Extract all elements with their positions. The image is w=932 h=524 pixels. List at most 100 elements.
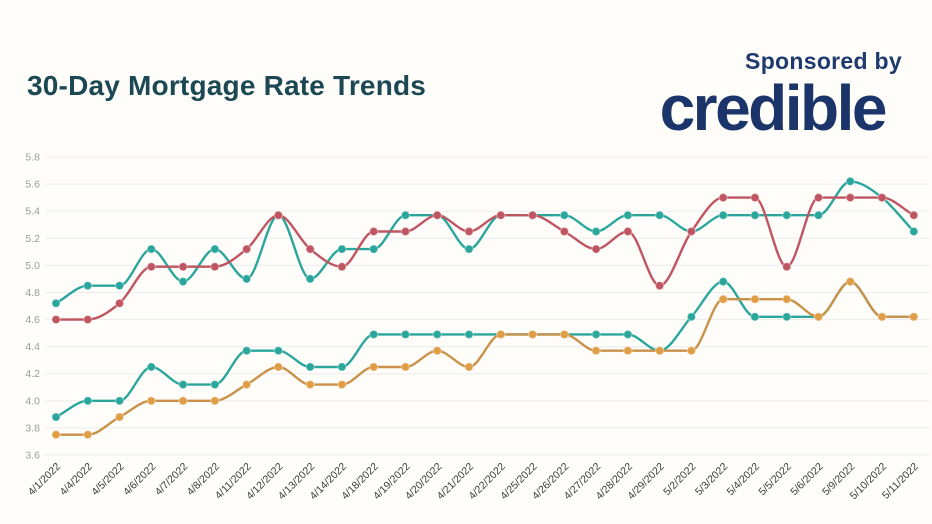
data-point-teal-upper: [750, 210, 760, 220]
y-axis-tick-label: 5.4: [25, 206, 40, 218]
x-axis-tick-label: 5/6/2022: [788, 461, 825, 498]
data-point-teal-upper: [591, 226, 601, 237]
data-point-teal-upper: [718, 210, 728, 220]
data-point-red: [654, 280, 665, 291]
data-point-teal-lower: [400, 329, 411, 340]
y-axis-tick-label: 3.6: [25, 450, 40, 462]
data-point-orange: [337, 379, 347, 390]
data-point-red: [273, 210, 284, 220]
data-point-red: [83, 314, 93, 325]
data-point-teal-upper: [400, 210, 411, 220]
data-point-red: [623, 226, 633, 237]
data-point-orange: [146, 396, 157, 406]
x-axis-tick-label: 4/7/2022: [153, 461, 190, 498]
data-point-teal-lower: [432, 329, 442, 340]
data-point-red: [877, 192, 887, 203]
data-point-red: [464, 226, 474, 237]
data-point-orange: [845, 276, 855, 287]
data-point-orange: [178, 396, 188, 406]
data-point-teal-upper: [782, 210, 792, 220]
data-point-teal-upper: [845, 176, 855, 187]
data-point-red: [241, 244, 252, 254]
data-point-red: [527, 210, 538, 220]
x-axis-tick-label: 4/6/2022: [121, 461, 158, 498]
page-title: 30-Day Mortgage Rate Trends: [27, 70, 427, 101]
data-point-red: [559, 226, 570, 237]
data-point-teal-upper: [83, 280, 93, 291]
data-point-orange: [51, 429, 61, 440]
sponsored-by-label: Sponsored by: [745, 48, 902, 74]
data-point-teal-lower: [369, 329, 379, 340]
data-point-orange: [591, 346, 601, 356]
data-point-red: [782, 262, 792, 272]
data-point-orange: [241, 379, 252, 390]
x-axis-tick-label: 4/5/2022: [89, 461, 126, 498]
series-line-teal-lower: [54, 280, 915, 419]
data-point-orange: [909, 312, 919, 322]
y-axis-tick-label: 4.6: [25, 314, 40, 326]
y-axis-tick-label: 4.4: [25, 341, 40, 353]
data-point-red: [305, 244, 315, 254]
data-point-teal-upper: [337, 244, 347, 254]
data-point-orange: [750, 294, 760, 304]
data-point-teal-lower: [241, 346, 252, 356]
data-point-orange: [559, 329, 570, 340]
data-point-orange: [273, 362, 284, 372]
data-point-teal-upper: [241, 274, 252, 284]
data-point-teal-lower: [750, 312, 760, 322]
data-point-red: [432, 210, 442, 220]
data-point-teal-upper: [305, 274, 315, 284]
data-point-teal-lower: [623, 329, 633, 340]
data-point-teal-upper: [51, 298, 61, 308]
data-point-red: [114, 298, 125, 308]
data-point-red: [845, 192, 855, 203]
data-point-orange: [496, 329, 506, 340]
data-point-red: [909, 210, 919, 220]
data-point-teal-upper: [559, 210, 570, 220]
data-point-teal-lower: [51, 412, 61, 422]
x-axis-tick-label: 4/1/2022: [26, 461, 63, 498]
x-axis-tick-label: 5/4/2022: [725, 461, 762, 498]
data-point-teal-upper: [210, 244, 220, 254]
data-point-teal-lower: [718, 276, 728, 287]
series-line-orange: [54, 280, 915, 436]
data-point-orange: [305, 379, 315, 390]
data-point-orange: [527, 329, 538, 340]
x-axis-tick-label: 5/3/2022: [693, 461, 730, 498]
data-point-orange: [210, 396, 220, 406]
data-point-red: [813, 192, 824, 203]
data-point-orange: [432, 346, 442, 356]
data-point-red: [718, 192, 728, 203]
data-point-teal-upper: [813, 210, 824, 220]
data-point-orange: [400, 362, 411, 372]
data-point-orange: [877, 312, 887, 322]
data-point-red: [337, 262, 347, 272]
data-point-red: [146, 262, 157, 272]
data-point-orange: [686, 346, 697, 356]
data-point-teal-lower: [337, 362, 347, 372]
data-point-red: [400, 226, 411, 237]
data-point-teal-lower: [273, 346, 284, 356]
y-axis-tick-label: 5.6: [25, 179, 40, 191]
data-point-orange: [813, 312, 824, 322]
data-point-red: [210, 262, 220, 272]
x-axis-tick-label: 4/4/2022: [58, 461, 95, 498]
data-point-red: [178, 262, 188, 272]
y-axis-tick-label: 4.8: [25, 287, 40, 299]
data-point-orange: [464, 362, 474, 372]
data-point-orange: [83, 429, 93, 440]
data-point-orange: [782, 294, 792, 304]
data-point-teal-lower: [686, 312, 697, 322]
data-point-red: [750, 192, 760, 203]
data-point-teal-lower: [782, 312, 792, 322]
data-point-teal-lower: [591, 329, 601, 340]
data-point-teal-lower: [114, 396, 125, 406]
series-line-teal-upper: [54, 180, 915, 305]
y-axis-tick-label: 5.2: [25, 233, 40, 245]
y-axis-tick-label: 5.8: [25, 152, 40, 164]
data-point-teal-lower: [305, 362, 315, 372]
data-point-orange: [718, 294, 728, 304]
data-point-red: [369, 226, 379, 237]
y-axis-tick-label: 4.2: [25, 368, 40, 380]
